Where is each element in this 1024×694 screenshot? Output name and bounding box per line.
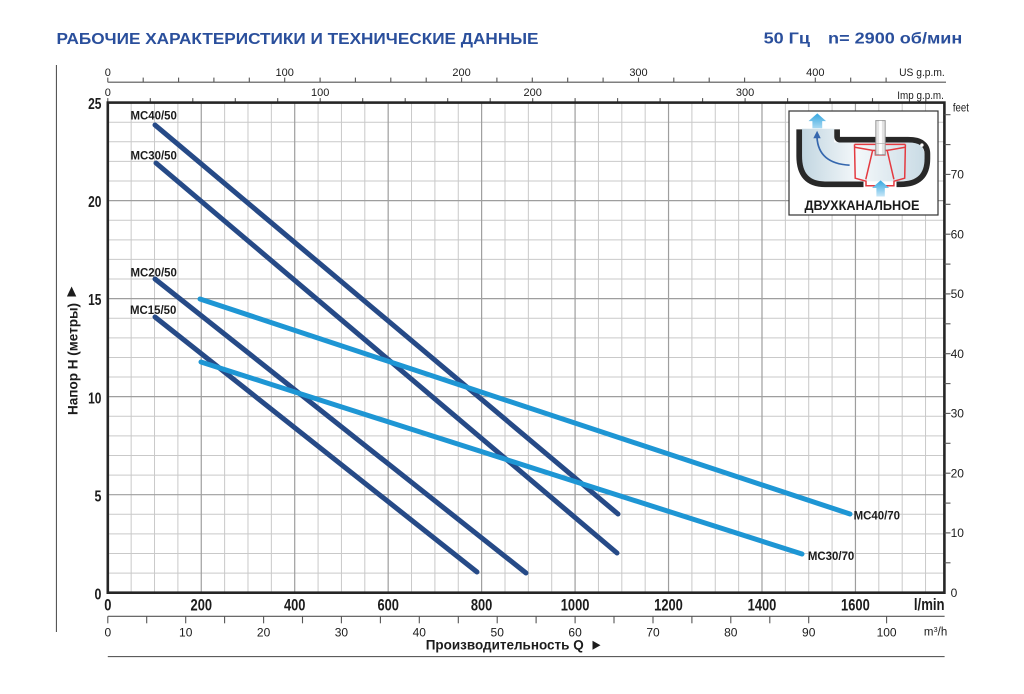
svg-text:400: 400 [806,67,824,79]
svg-text:Производительность Q: Производительность Q [426,637,584,653]
svg-text:100: 100 [877,626,897,640]
svg-text:0: 0 [95,586,102,603]
svg-text:200: 200 [524,87,542,99]
svg-text:25: 25 [88,96,101,113]
svg-text:1400: 1400 [748,596,777,615]
svg-text:0: 0 [104,626,111,640]
svg-text:feet: feet [953,101,970,115]
svg-text:60: 60 [951,227,965,241]
svg-text:l/min: l/min [914,595,945,614]
svg-text:5: 5 [95,488,102,505]
svg-text:20: 20 [951,466,965,480]
svg-text:РАБОЧИЕ ХАРАКТЕРИСТИКИ И ТЕХНИ: РАБОЧИЕ ХАРАКТЕРИСТИКИ И ТЕХНИЧЕСКИЕ ДАН… [57,31,539,48]
svg-text:MC30/50: MC30/50 [131,148,178,162]
svg-text:40: 40 [413,626,427,640]
svg-text:600: 600 [377,596,399,615]
svg-text:MC30/70: MC30/70 [808,549,855,563]
svg-text:MC40/70: MC40/70 [854,509,901,523]
svg-text:m3/h: m3/h [924,625,947,639]
svg-text:10: 10 [88,390,101,407]
svg-text:0: 0 [105,67,111,79]
svg-text:Imp g.p.m.: Imp g.p.m. [897,90,944,102]
svg-text:60: 60 [568,626,582,640]
svg-text:100: 100 [311,87,329,99]
svg-text:1200: 1200 [654,596,683,615]
svg-text:15: 15 [88,292,101,309]
svg-text:0: 0 [105,87,111,99]
svg-text:10: 10 [179,626,193,640]
svg-text:MC15/50: MC15/50 [130,303,177,317]
svg-text:MC20/50: MC20/50 [131,265,178,279]
svg-text:20: 20 [88,194,101,211]
svg-text:40: 40 [951,347,965,361]
svg-text:0: 0 [104,596,111,615]
svg-text:50 Гц n= 2900 об/мин: 50 Гц n= 2900 об/мин [764,31,963,48]
svg-text:300: 300 [736,87,754,99]
svg-text:Напор H (метры): Напор H (метры) [65,303,81,415]
svg-text:70: 70 [951,168,965,182]
svg-text:300: 300 [629,67,647,79]
svg-text:10: 10 [951,526,965,540]
svg-text:50: 50 [951,287,965,301]
svg-text:90: 90 [802,626,816,640]
svg-text:30: 30 [951,407,965,421]
svg-text:800: 800 [471,596,493,615]
svg-text:200: 200 [191,596,213,615]
svg-text:50: 50 [491,626,505,640]
svg-text:80: 80 [724,626,738,640]
svg-text:20: 20 [257,626,271,640]
svg-text:400: 400 [284,596,306,615]
svg-text:1600: 1600 [841,596,870,615]
svg-text:200: 200 [452,67,470,79]
svg-text:100: 100 [276,67,294,79]
svg-text:ДВУХКАНАЛЬНОЕ: ДВУХКАНАЛЬНОЕ [805,198,920,213]
svg-text:0: 0 [951,586,958,600]
svg-text:1000: 1000 [561,596,590,615]
svg-text:30: 30 [335,626,349,640]
svg-text:US g.p.m.: US g.p.m. [899,67,945,79]
svg-text:70: 70 [646,626,660,640]
svg-text:MC40/50: MC40/50 [131,109,178,123]
